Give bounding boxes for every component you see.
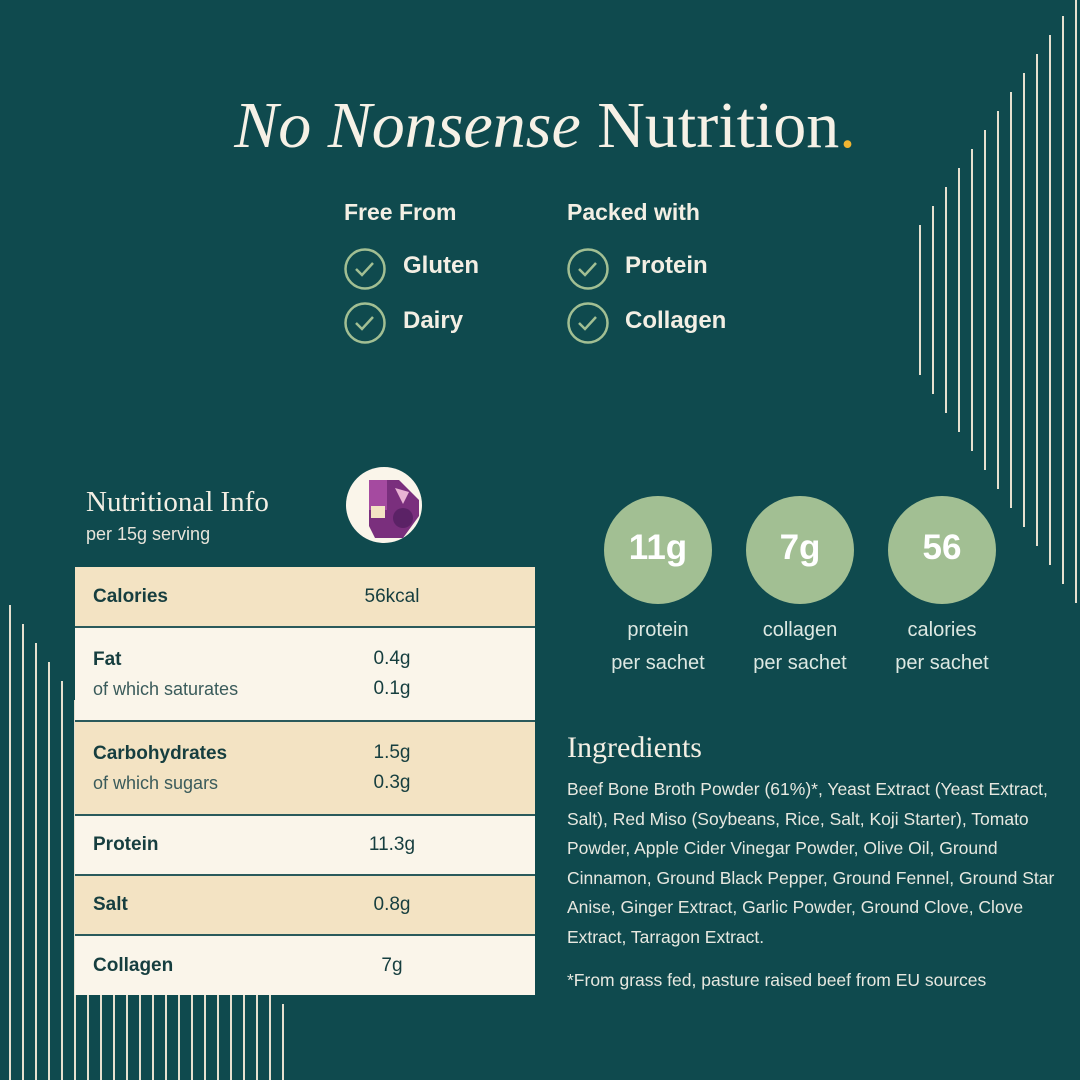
free-from-item: Dairy — [403, 307, 464, 334]
nutrition-row: Collagen 7g — [75, 934, 535, 995]
caption-line: calories — [907, 619, 977, 641]
nutrition-subheading: per 15g serving — [86, 524, 211, 544]
sub-value: 0.3g — [373, 772, 411, 793]
stat-circle: 56 — [888, 496, 996, 604]
caption-line: per sachet — [753, 652, 847, 674]
packed-with-item: Collagen — [625, 307, 727, 334]
caption-line: collagen — [762, 619, 838, 641]
amount-cell: 0.8g — [314, 874, 535, 935]
nutrient-label: Salt — [93, 894, 128, 915]
check-icon — [567, 248, 609, 290]
caption-line: protein — [627, 619, 689, 641]
nutrient-value: 1.5g — [373, 742, 411, 763]
nutrient-cell: Salt — [75, 874, 314, 935]
nutrition-heading: Nutritional Info — [86, 486, 269, 518]
amount-cell: 7g — [314, 934, 535, 995]
packed-with-item: Protein — [625, 252, 708, 279]
nutrition-table: Calories 56kcal Fat of which saturates 0.4g 0… — [75, 567, 535, 995]
free-from-heading: Free From — [344, 199, 457, 225]
nutrient-value: 11.3g — [368, 834, 416, 855]
ingredients-heading: Ingredients — [567, 731, 702, 764]
sub-label: of which sugars — [93, 772, 219, 793]
nutrient-cell: Calories — [75, 567, 314, 627]
title-dot: . — [839, 89, 856, 162]
nutrition-row: Salt 0.8g — [75, 874, 535, 935]
check-icon — [567, 302, 609, 344]
nutrient-value: 7g — [381, 954, 403, 976]
ingredients-footnote: *From grass fed, pasture raised beef fro… — [567, 970, 987, 990]
cow-icon — [346, 467, 422, 543]
nutrient-cell: Fat of which saturates — [75, 626, 314, 721]
amount-cell: 1.5g 0.3g — [314, 720, 535, 815]
stat-caption: calories per sachet — [862, 614, 1022, 680]
nutrient-cell: Carbohydrates of which sugars — [75, 720, 314, 815]
sub-label: of which saturates — [93, 678, 239, 699]
nutrient-label: Collagen — [93, 954, 174, 976]
caption-line: per sachet — [611, 652, 705, 674]
nutrient-value: 0.8g — [373, 894, 411, 915]
nutrition-row: Calories 56kcal — [75, 567, 535, 627]
caption-line: per sachet — [895, 652, 989, 674]
sub-value: 0.1g — [373, 678, 411, 699]
amount-cell: 11.3g — [314, 814, 535, 875]
title-regular: Nutrition — [597, 89, 840, 162]
amount-cell: 0.4g 0.1g — [314, 626, 535, 721]
stat-circle: 7g — [746, 496, 854, 604]
nutrient-value: 0.4g — [373, 648, 411, 669]
nutrition-row: Carbohydrates of which sugars 1.5g 0.3g — [75, 720, 535, 815]
ingredients-text: Beef Bone Broth Powder (61%)*, Yeast Ext… — [567, 779, 1055, 947]
stat-caption: collagen per sachet — [720, 614, 880, 680]
nutrition-row: Protein 11.3g — [75, 814, 535, 875]
nutrient-label: Fat — [93, 648, 122, 670]
nutrient-label: Calories — [93, 585, 168, 607]
nutrient-label: Protein — [93, 834, 159, 855]
nutrition-row: Fat of which saturates 0.4g 0.1g — [75, 626, 535, 721]
nutrient-label: Carbohydrates — [93, 742, 228, 764]
stat-circle: 11g — [604, 496, 712, 604]
nutrient-value: 56kcal — [364, 585, 420, 607]
amount-cell: 56kcal — [314, 567, 535, 627]
nutrient-cell: Collagen — [75, 934, 314, 995]
nutrient-cell: Protein — [75, 814, 314, 875]
title-italic: No Nonsense — [234, 89, 581, 162]
packed-with-heading: Packed with — [567, 199, 700, 225]
check-icon — [344, 302, 386, 344]
title: No Nonsense Nutrition. — [0, 88, 1080, 164]
check-icon — [344, 248, 386, 290]
free-from-item: Gluten — [403, 252, 479, 279]
stat-caption: protein per sachet — [578, 614, 738, 680]
